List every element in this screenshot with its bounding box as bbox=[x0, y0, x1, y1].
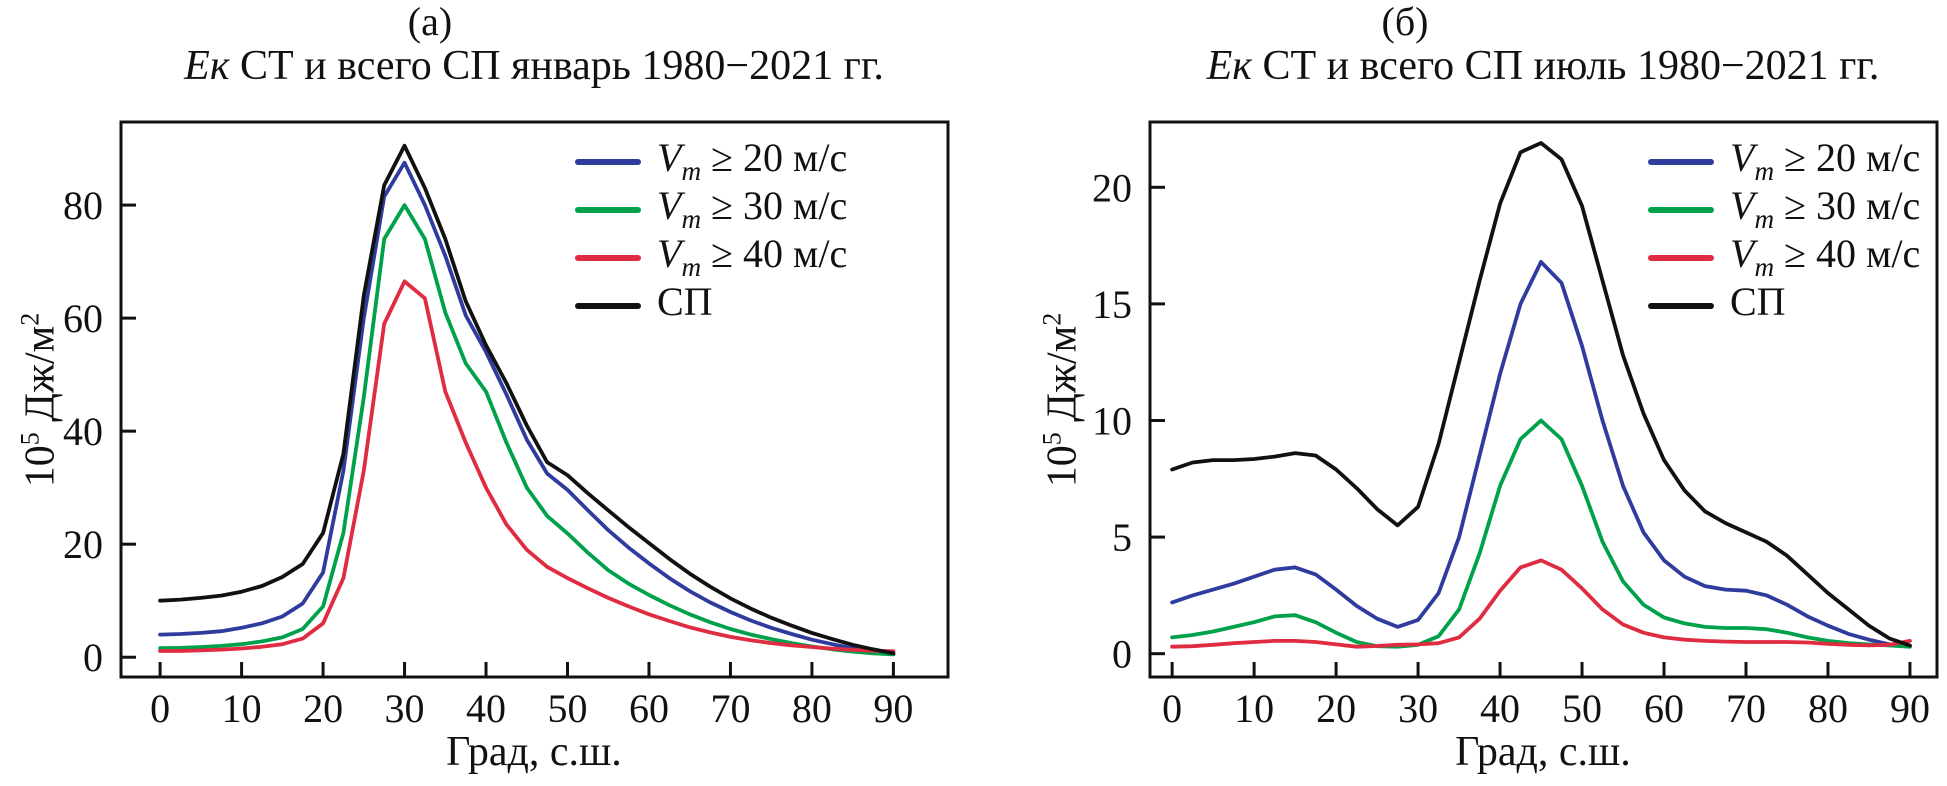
x-tick-label: 0 bbox=[1162, 686, 1182, 731]
x-tick-label: 70 bbox=[1726, 686, 1766, 731]
legend-label: СП bbox=[1730, 279, 1786, 325]
series-line bbox=[1170, 141, 1912, 648]
legend-label: СП bbox=[657, 279, 713, 325]
x-tick-label: 60 bbox=[1644, 686, 1684, 731]
x-tick-label: 50 bbox=[547, 686, 587, 731]
y-tick-label: 80 bbox=[63, 183, 103, 228]
panel-a: 0 10 20 30 40 50 60 70 80 90 0 20 40 60 80 (а) Ек СТ и… bbox=[0, 0, 973, 786]
title-italic-ek: Ек bbox=[1206, 43, 1252, 89]
legend-item: Vm ≥ 20 м/с bbox=[575, 138, 847, 186]
title-italic-ek: Ек bbox=[184, 43, 230, 89]
legend-label: Vm ≥ 20 м/с bbox=[657, 135, 848, 187]
y-tick-label: 20 bbox=[63, 522, 103, 567]
legend-line-swatch bbox=[575, 159, 641, 165]
panel-b: 0 10 20 30 40 50 60 70 80 90 0 5 10 15 20 (б) Ек СТ и … bbox=[974, 0, 1947, 786]
series-line bbox=[1170, 558, 1912, 649]
x-tick-label: 30 bbox=[1398, 686, 1438, 731]
chart-january: 0 10 20 30 40 50 60 70 80 90 0 20 40 60 80 bbox=[63, 120, 950, 731]
legend-label: Vm ≥ 30 м/с bbox=[657, 183, 848, 235]
panel-label-a: (а) bbox=[407, 0, 453, 44]
x-tick-label: 60 bbox=[629, 686, 669, 731]
legend-item: Vm ≥ 40 м/с bbox=[575, 234, 847, 282]
x-tick-label: 90 bbox=[1890, 686, 1930, 731]
x-tick-label: 0 bbox=[150, 686, 170, 731]
plot-border bbox=[1148, 120, 1939, 679]
legend-line-swatch bbox=[1648, 255, 1714, 261]
legend-line-swatch bbox=[575, 303, 641, 309]
legend-label: Vm ≥ 40 м/с bbox=[1730, 231, 1921, 283]
x-tick-label: 80 bbox=[1808, 686, 1848, 731]
x-axis-label: Град, с.ш. bbox=[446, 729, 622, 775]
series-line bbox=[158, 143, 896, 656]
legend-line-swatch bbox=[1648, 207, 1714, 213]
series-line bbox=[158, 279, 896, 654]
legend-item: Vm ≥ 30 м/с bbox=[575, 186, 847, 234]
y-tick-label: 0 bbox=[83, 635, 103, 680]
legend-item: СП bbox=[1648, 282, 1920, 330]
legend: Vm ≥ 20 м/с Vm ≥ 30 м/с Vm ≥ 40 м/с СП bbox=[1648, 138, 1920, 330]
legend-line-swatch bbox=[575, 207, 641, 213]
legend-item: Vm ≥ 30 м/с bbox=[1648, 186, 1920, 234]
legend: Vm ≥ 20 м/с Vm ≥ 30 м/с Vm ≥ 40 м/с СП bbox=[575, 138, 847, 330]
x-tick-label: 40 bbox=[466, 686, 506, 731]
y-tick-label: 20 bbox=[1092, 165, 1132, 210]
y-tick-label: 0 bbox=[1112, 632, 1132, 677]
legend-label: Vm ≥ 40 м/с bbox=[657, 231, 848, 283]
x-tick-label: 50 bbox=[1562, 686, 1602, 731]
chart-july: 0 10 20 30 40 50 60 70 80 90 0 5 10 15 20 bbox=[1092, 120, 1939, 731]
y-tick-label: 60 bbox=[63, 296, 103, 341]
series-line bbox=[1170, 259, 1912, 649]
x-tick-label: 90 bbox=[873, 686, 913, 731]
x-tick-label: 30 bbox=[385, 686, 425, 731]
x-tick-label: 70 bbox=[710, 686, 750, 731]
legend-item: СП bbox=[575, 282, 847, 330]
legend-item: Vm ≥ 40 м/с bbox=[1648, 234, 1920, 282]
y-axis-label: 105 Дж/м2 bbox=[1037, 312, 1086, 488]
title-text: СТ и всего СП январь 1980−2021 гг. bbox=[229, 43, 884, 89]
plot-border bbox=[119, 120, 950, 679]
y-tick-label: 15 bbox=[1092, 282, 1132, 327]
legend-item: Vm ≥ 20 м/с bbox=[1648, 138, 1920, 186]
x-axis-label: Град, с.ш. bbox=[1455, 729, 1631, 775]
chart-title-a: Ек СТ и всего СП январь 1980−2021 гг. bbox=[184, 42, 884, 90]
series-line bbox=[158, 203, 896, 657]
legend-line-swatch bbox=[575, 255, 641, 261]
legend-label: Vm ≥ 20 м/с bbox=[1730, 135, 1921, 187]
y-tick-label: 40 bbox=[63, 409, 103, 454]
series-line bbox=[1170, 418, 1912, 649]
y-tick-label: 10 bbox=[1092, 398, 1132, 443]
legend-line-swatch bbox=[1648, 159, 1714, 165]
x-tick-label: 10 bbox=[222, 686, 262, 731]
x-tick-label: 80 bbox=[792, 686, 832, 731]
y-axis-label: 105 Дж/м2 bbox=[15, 312, 64, 488]
series-line bbox=[158, 160, 896, 656]
panel-label-b: (б) bbox=[1381, 0, 1429, 44]
legend-label: Vm ≥ 30 м/с bbox=[1730, 183, 1921, 235]
x-tick-label: 20 bbox=[1316, 686, 1356, 731]
title-text: СТ и всего СП июль 1980−2021 гг. bbox=[1251, 43, 1880, 89]
chart-title-b: Ек СТ и всего СП июль 1980−2021 гг. bbox=[1207, 42, 1880, 90]
x-tick-label: 20 bbox=[303, 686, 343, 731]
y-tick-label: 5 bbox=[1112, 515, 1132, 560]
x-tick-label: 10 bbox=[1234, 686, 1274, 731]
x-tick-label: 40 bbox=[1480, 686, 1520, 731]
legend-line-swatch bbox=[1648, 303, 1714, 309]
